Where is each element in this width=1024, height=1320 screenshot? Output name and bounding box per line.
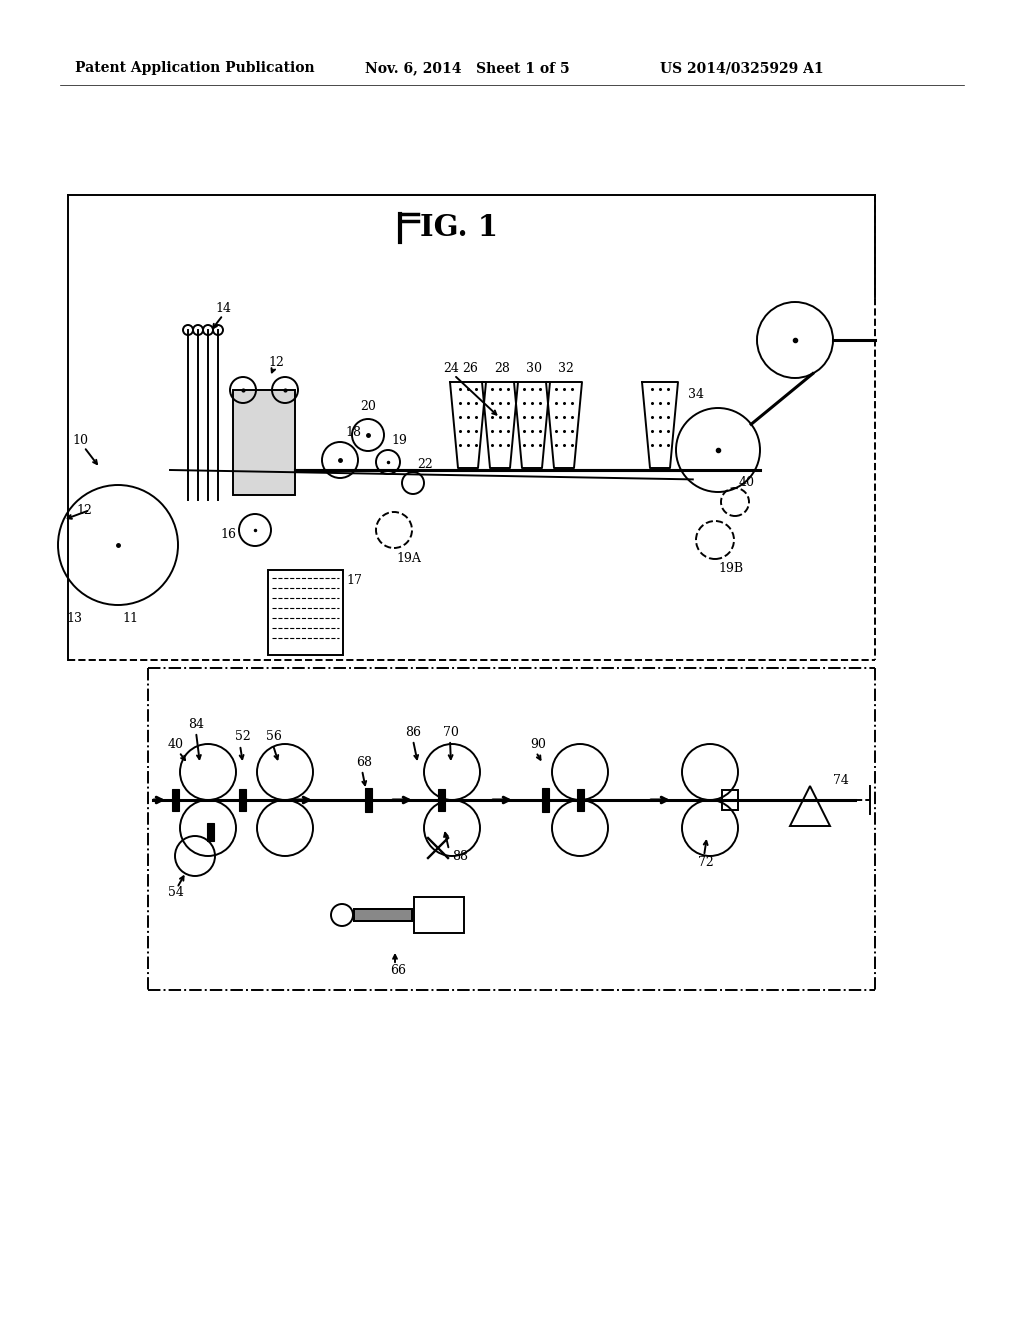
Text: 68: 68 — [356, 755, 372, 768]
Text: IG. 1: IG. 1 — [420, 214, 498, 243]
Text: 12: 12 — [268, 355, 284, 368]
Text: 90: 90 — [530, 738, 546, 751]
Text: 19A: 19A — [396, 552, 421, 565]
Text: Nov. 6, 2014   Sheet 1 of 5: Nov. 6, 2014 Sheet 1 of 5 — [365, 61, 569, 75]
Text: 30: 30 — [526, 362, 542, 375]
Text: 19B: 19B — [718, 561, 743, 574]
Bar — [172, 789, 179, 810]
Bar — [207, 822, 214, 841]
Text: 12: 12 — [76, 503, 92, 516]
Text: 17: 17 — [346, 573, 361, 586]
Text: 10: 10 — [72, 433, 88, 446]
Text: 11: 11 — [122, 612, 138, 626]
Text: 70: 70 — [443, 726, 459, 738]
Text: 16: 16 — [220, 528, 236, 541]
Text: 28: 28 — [494, 362, 510, 375]
Text: US 2014/0325929 A1: US 2014/0325929 A1 — [660, 61, 823, 75]
Text: 52: 52 — [234, 730, 251, 743]
Text: 66: 66 — [390, 964, 406, 977]
Bar — [542, 788, 549, 812]
Text: 24: 24 — [443, 362, 459, 375]
Text: 84: 84 — [188, 718, 204, 730]
Text: 72: 72 — [698, 857, 714, 870]
Bar — [233, 389, 295, 495]
Text: 40: 40 — [168, 738, 184, 751]
Bar — [239, 789, 246, 810]
Text: 18: 18 — [345, 425, 361, 438]
Text: 74: 74 — [833, 774, 849, 787]
Bar — [354, 909, 412, 921]
Text: 20: 20 — [360, 400, 376, 413]
Bar — [414, 898, 464, 933]
Text: 54: 54 — [168, 887, 184, 899]
Bar — [577, 789, 584, 810]
Text: 32: 32 — [558, 362, 573, 375]
Bar — [438, 789, 445, 810]
Text: 13: 13 — [66, 612, 82, 626]
Bar — [722, 789, 738, 810]
Text: 26: 26 — [462, 362, 478, 375]
Text: 86: 86 — [406, 726, 421, 738]
Text: 34: 34 — [688, 388, 705, 401]
Bar — [365, 788, 372, 812]
Text: 19: 19 — [391, 433, 407, 446]
Text: 56: 56 — [266, 730, 282, 743]
Text: 40: 40 — [739, 475, 755, 488]
Text: 14: 14 — [215, 301, 231, 314]
Text: 22: 22 — [417, 458, 433, 471]
Bar — [268, 570, 343, 655]
Bar — [354, 909, 412, 921]
Text: 88: 88 — [452, 850, 468, 862]
Text: Patent Application Publication: Patent Application Publication — [75, 61, 314, 75]
